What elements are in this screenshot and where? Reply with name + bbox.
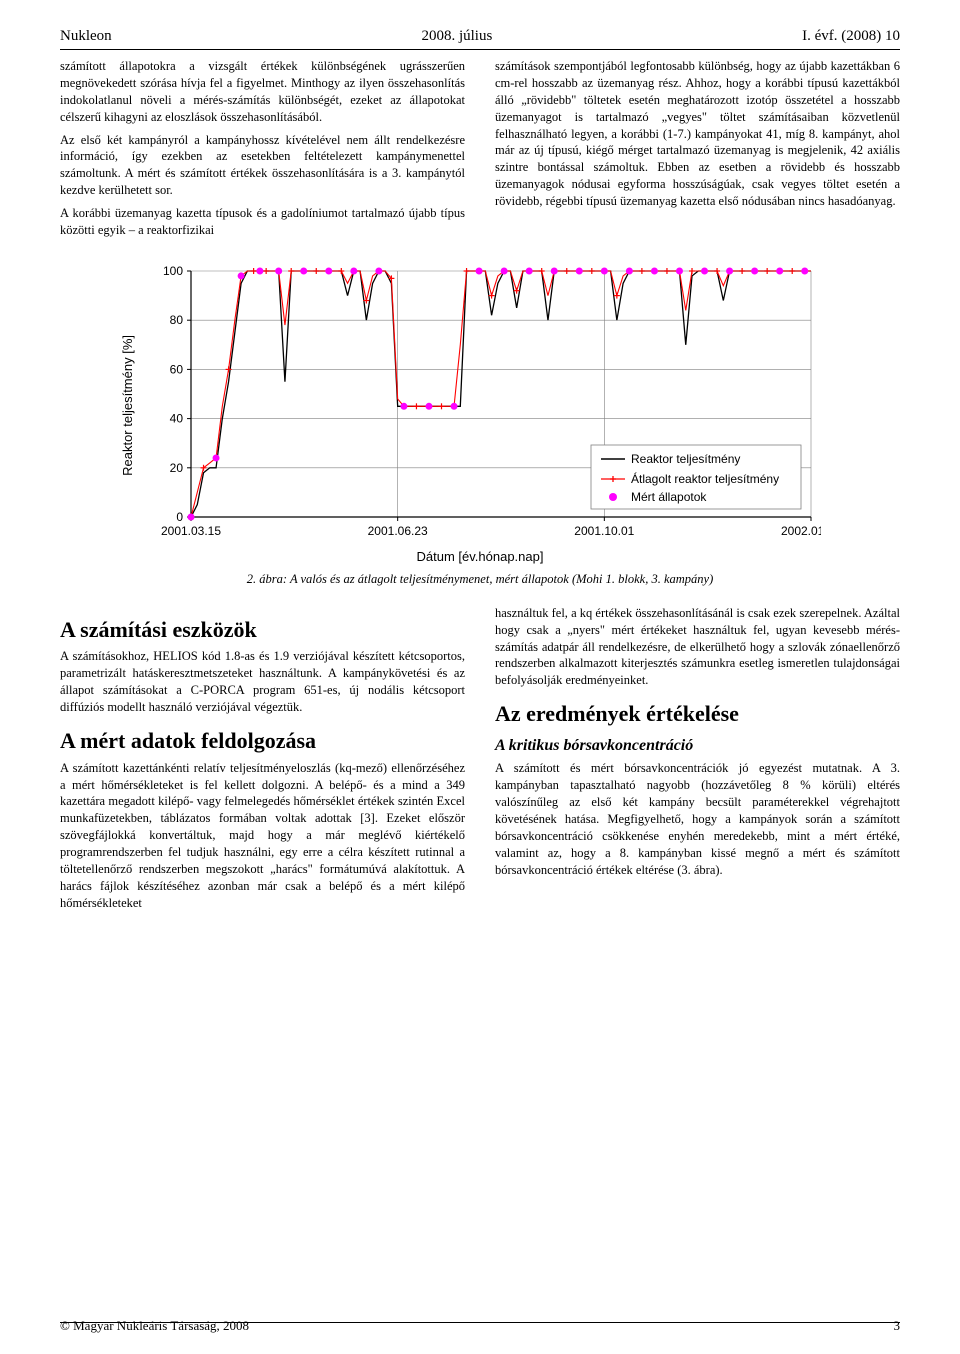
svg-text:2002.01.09: 2002.01.09	[781, 524, 821, 538]
header-right: I. évf. (2008) 10	[802, 28, 900, 45]
page-header: Nukleon 2008. július I. évf. (2008) 10	[60, 28, 900, 45]
svg-text:60: 60	[170, 362, 184, 376]
header-rule	[60, 49, 900, 50]
para-4: számítások szempontjából legfontosabb kü…	[495, 58, 900, 210]
svg-text:Mért állapotok: Mért állapotok	[631, 490, 707, 504]
section-measured-para-2: használtuk fel, a kq értékek összehasonl…	[495, 605, 900, 689]
reactor-power-chart: Reaktor teljesítmény [%] 0 20 40 60 80 100 200…	[120, 261, 840, 564]
chart-y-axis-label: Reaktor teljesítmény [%]	[120, 335, 135, 476]
svg-text:2001.10.01: 2001.10.01	[574, 524, 634, 538]
svg-text:0: 0	[176, 510, 183, 524]
header-left: Nukleon	[60, 28, 112, 45]
header-center: 2008. július	[421, 28, 492, 45]
lower-two-column-text: A számítási eszközök A számításokhoz, HE…	[60, 605, 900, 912]
svg-text:2001.06.23: 2001.06.23	[368, 524, 428, 538]
footer-right: 3	[894, 1318, 901, 1334]
chart-caption: 2. ábra: A valós és az átlagolt teljesít…	[60, 572, 900, 587]
para-3: A korábbi üzemanyag kazetta típusok és a…	[60, 205, 465, 239]
svg-text:40: 40	[170, 411, 184, 425]
section-title-results: Az eredmények értékelése	[495, 699, 900, 729]
svg-text:80: 80	[170, 313, 184, 327]
para-1: számított állapotokra a vizsgált értékek…	[60, 58, 465, 126]
svg-text:Reaktor teljesítmény: Reaktor teljesítmény	[631, 452, 740, 466]
para-2: Az első két kampányról a kampányhossz kí…	[60, 132, 465, 200]
section-title-measured-data: A mért adatok feldolgozása	[60, 726, 465, 756]
section-tools-para: A számításokhoz, HELIOS kód 1.8-as és 1.…	[60, 648, 465, 716]
top-two-column-text: számított állapotokra a vizsgált értékek…	[60, 58, 900, 239]
subsection-title-boron: A kritikus bórsavkoncentráció	[495, 735, 900, 757]
svg-text:2001.03.15: 2001.03.15	[161, 524, 221, 538]
section-measured-para-1: A számított kazettánkénti relatív teljes…	[60, 760, 465, 912]
page-footer: © Magyar Nukleáris Társaság, 2008 3	[60, 1318, 900, 1334]
svg-text:20: 20	[170, 461, 184, 475]
chart-x-axis-label: Dátum [év.hónap.nap]	[120, 549, 840, 564]
section-title-tools: A számítási eszközök	[60, 615, 465, 645]
svg-text:100: 100	[163, 264, 183, 278]
section-results-para: A számított és mért bórsavkoncentrációk …	[495, 760, 900, 878]
svg-text:Átlagolt reaktor teljesítmény: Átlagolt reaktor teljesítmény	[631, 471, 779, 486]
footer-left: © Magyar Nukleáris Társaság, 2008	[60, 1318, 249, 1334]
